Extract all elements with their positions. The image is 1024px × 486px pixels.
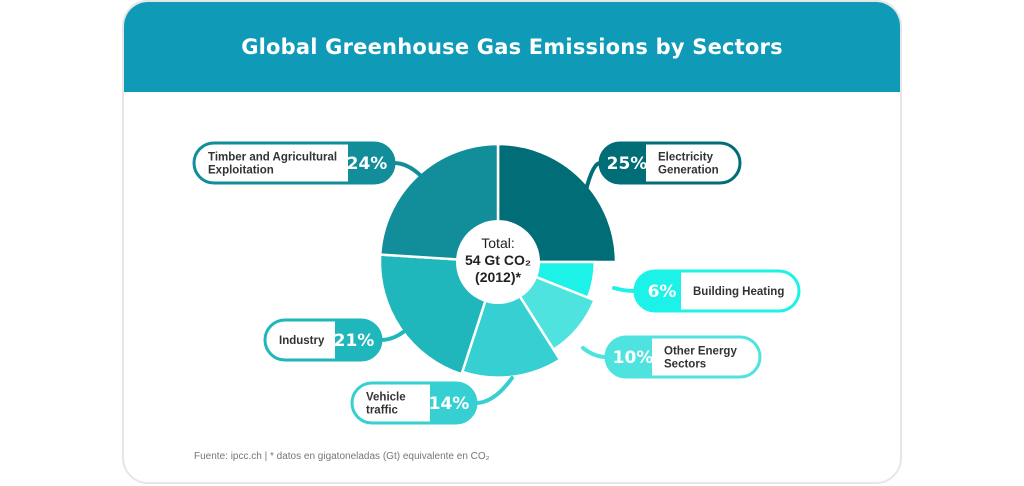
source-footnote: Fuente: ipcc.ch | * datos en gigatonelad… — [194, 451, 490, 462]
callout-percent-pill — [635, 271, 681, 311]
center-total-label: Total: — [481, 235, 514, 251]
callout-connector — [612, 286, 637, 293]
slice-category-label: Exploitation — [208, 165, 274, 177]
callout-connector — [474, 376, 514, 405]
slice-percent-label: 25% — [607, 154, 648, 174]
chart-title: Global Greenhouse Gas Emissions by Secto… — [241, 35, 783, 59]
slice-percent-label: 6% — [648, 282, 677, 302]
slice-category-label: traffic — [366, 405, 399, 417]
callout-percent-pill — [348, 143, 394, 183]
callout-connector — [379, 328, 408, 342]
callout-percent-pill — [606, 337, 652, 377]
infographic-card: Global Greenhouse Gas Emissions by Secto… — [122, 0, 902, 484]
slice-category-label: Vehicle — [366, 392, 406, 404]
center-total-year: (2012)* — [475, 269, 521, 285]
center-total: Total: 54 Gt CO₂ (2012)* — [456, 220, 540, 304]
slice-category-label: Electricity — [658, 152, 714, 164]
slice-percent-label: 21% — [334, 331, 375, 351]
callout: 21% Industry — [263, 318, 383, 362]
callout-connector — [584, 161, 602, 192]
slice-percent-label: 10% — [613, 348, 654, 368]
slice-category-label: Generation — [658, 165, 719, 177]
callout-percent-pill — [600, 143, 646, 183]
slice-category-label: Industry — [279, 335, 325, 347]
callout: 6% Building Heating — [633, 269, 801, 313]
header-bar: Global Greenhouse Gas Emissions by Secto… — [124, 2, 900, 92]
slice-percent-label: 14% — [429, 394, 470, 414]
callout-connector — [581, 346, 608, 359]
callout-connector — [392, 161, 422, 177]
callout-percent-pill — [335, 320, 381, 360]
slice-category-label: Sectors — [664, 359, 706, 371]
center-hole — [456, 220, 540, 304]
callout-percent-pill — [430, 383, 476, 423]
slice-category-label: Timber and Agricultural — [208, 152, 337, 164]
slice-category-label: Building Heating — [693, 286, 784, 298]
slice-category-label: Other Energy — [664, 346, 737, 358]
center-total-value: 54 Gt CO₂ — [465, 252, 531, 268]
slice-percent-label: 24% — [347, 154, 388, 174]
